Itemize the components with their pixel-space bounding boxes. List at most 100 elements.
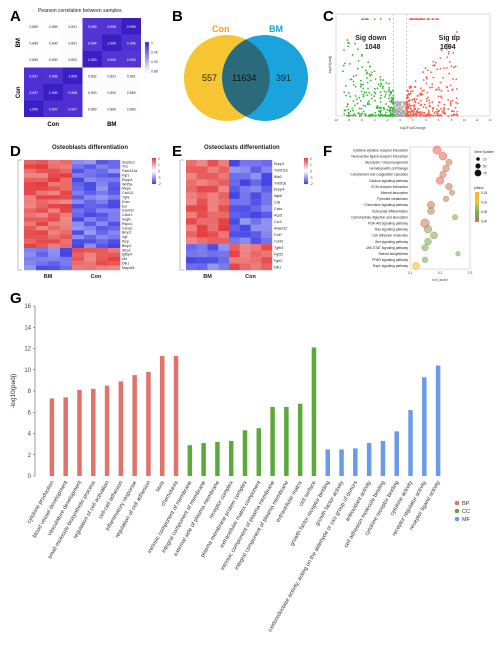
volcano-point	[427, 18, 430, 20]
volcano-point	[404, 102, 407, 104]
expr-heatmap-cell	[84, 204, 97, 209]
volcano-point	[417, 107, 420, 110]
volcano-point	[440, 89, 443, 92]
volcano-point	[399, 112, 402, 115]
volcano-point	[456, 31, 458, 33]
volcano-point	[374, 111, 377, 114]
volcano-point	[419, 99, 422, 102]
volcano-point	[349, 110, 352, 113]
go-bar	[284, 406, 289, 476]
kegg-size-legend-title: Gene Number	[474, 150, 495, 154]
volcano-point	[386, 108, 389, 111]
volcano-point	[450, 65, 453, 68]
volcano-point	[436, 113, 439, 115]
volcano-point	[406, 89, 409, 92]
kegg-bubble	[430, 231, 438, 240]
expr-heatmap-cell	[218, 224, 230, 232]
expr-heatmap-cell	[36, 168, 49, 174]
volcano-point	[383, 108, 385, 111]
volcano-point	[403, 111, 406, 114]
volcano-point	[455, 97, 458, 100]
expr-heatmap-cell	[84, 212, 97, 218]
volcano-point	[412, 105, 415, 108]
expr-heatmap-cell	[186, 166, 197, 174]
volcano-point	[444, 45, 447, 48]
volcano-point	[447, 50, 450, 53]
volcano-x-tick: 12	[476, 118, 480, 122]
volcano-point	[420, 87, 422, 90]
expr-heatmap-cell	[239, 160, 251, 167]
expr-heatmap-cell	[72, 164, 85, 169]
expr-heatmap-cell	[72, 221, 85, 227]
volcano-point	[360, 55, 363, 57]
expr-heatmap-cell	[186, 179, 197, 187]
panel-letter-f: F	[323, 143, 333, 160]
heatmap-a-cell	[63, 67, 83, 84]
expr-heatmap-cell	[108, 173, 121, 178]
expr-heatmap-dendrogram	[17, 159, 22, 271]
volcano-point	[432, 76, 435, 79]
expr-heatmap-cell	[60, 226, 73, 231]
volcano-point	[451, 78, 454, 80]
expr-heatmap-cell	[261, 185, 273, 193]
kegg-term: Ras signaling pathway	[375, 228, 408, 232]
expr-heatmap-cell	[196, 218, 208, 225]
volcano-point	[407, 105, 410, 108]
expr-heatmap-cell	[24, 234, 37, 240]
kegg-size-legend-dot	[476, 157, 480, 161]
volcano-x-tick: 2	[412, 118, 414, 122]
volcano-point	[420, 18, 423, 20]
expr-heatmap-cell	[48, 256, 61, 262]
volcano-point	[364, 105, 367, 107]
expr-heatmap-cell	[250, 237, 262, 245]
volcano-point	[379, 78, 382, 81]
volcano-point	[453, 66, 455, 69]
expr-heatmap-cell	[108, 160, 121, 165]
heatmap-a-cell	[63, 51, 83, 68]
heatmap-d-title: Osteoblasts differentiation	[52, 145, 129, 151]
heatmap-a-value: 0.890	[49, 41, 58, 45]
volcano-point	[410, 86, 413, 89]
expr-heatmap-cell	[36, 208, 49, 213]
heatmap-a-value: 0.994	[88, 41, 97, 45]
expr-heatmap-cell	[36, 265, 49, 271]
volcano-point	[451, 99, 454, 102]
expr-heatmap-cell	[250, 211, 262, 219]
expr-heatmap-cell	[96, 239, 109, 244]
volcano-point	[428, 102, 431, 104]
volcano-point	[450, 114, 453, 117]
volcano-point	[358, 115, 361, 117]
expr-heatmap-cell	[96, 173, 109, 178]
volcano-point	[426, 91, 429, 94]
volcano-point	[447, 108, 450, 111]
expr-heatmap-cell	[36, 252, 49, 257]
volcano-point	[454, 34, 456, 37]
expr-heatmap-gene: Fgf1	[122, 174, 129, 178]
expr-heatmap-cell	[218, 231, 230, 238]
heatmap-a-cell	[82, 84, 102, 101]
expr-heatmap-cell	[250, 224, 262, 232]
volcano-point	[447, 52, 450, 55]
expr-heatmap-cell	[239, 263, 251, 271]
expr-heatmap-legend-tick: 0	[158, 169, 160, 173]
volcano-point	[348, 112, 350, 115]
heatmap-a-value: 0.996	[127, 41, 136, 45]
volcano-point	[359, 79, 362, 82]
volcano-point	[455, 88, 458, 90]
volcano-x-tick: 10	[463, 118, 467, 122]
expr-heatmap-cell	[229, 172, 240, 180]
volcano-point	[401, 104, 404, 107]
expr-heatmap-cell	[36, 230, 49, 235]
expr-heatmap-cell	[48, 164, 61, 169]
volcano-point	[449, 100, 452, 103]
go-legend-label: BP	[462, 501, 470, 507]
go-bar	[173, 355, 179, 476]
expr-heatmap-cell	[261, 192, 273, 200]
volcano-point	[358, 96, 361, 99]
expr-heatmap-cell	[261, 179, 273, 187]
expr-heatmap-gene: Fzd7	[274, 233, 282, 237]
heatmap-a-value: 0.891	[107, 74, 116, 78]
expr-heatmap-cell	[96, 195, 109, 200]
volcano-point	[391, 109, 394, 112]
volcano-point	[344, 84, 347, 87]
